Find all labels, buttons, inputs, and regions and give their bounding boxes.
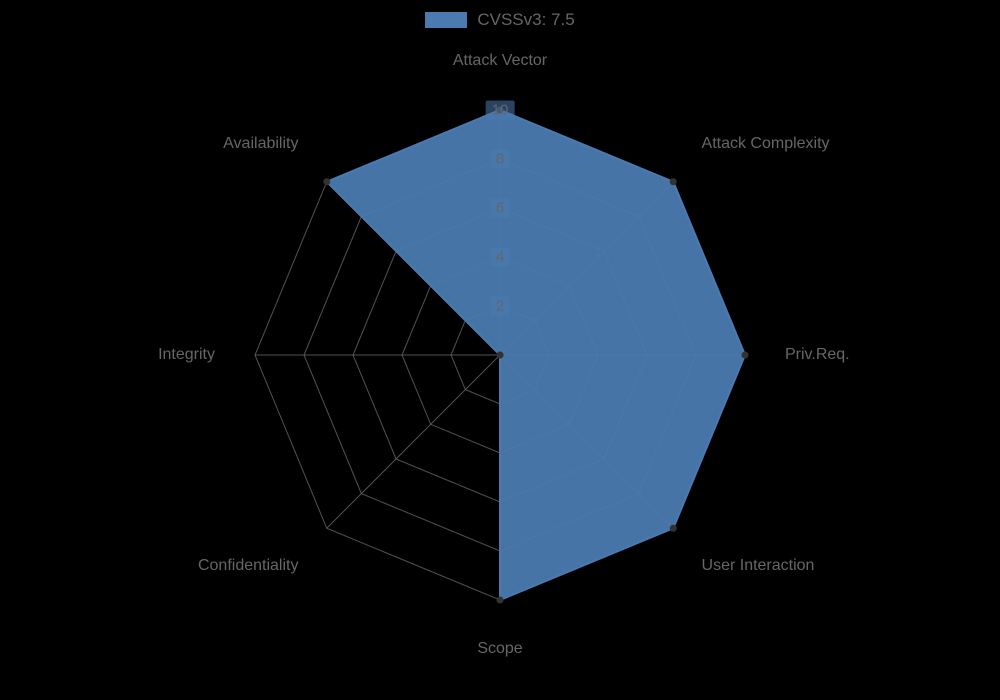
axis-label: Availability <box>223 135 298 153</box>
series-point <box>742 352 749 359</box>
axis-label: Scope <box>477 640 522 658</box>
grid-spoke <box>327 355 500 528</box>
series-point <box>497 352 504 359</box>
axis-label: Confidentiality <box>198 557 299 575</box>
radial-tick-label: 8 <box>490 150 510 169</box>
series-point <box>497 597 504 604</box>
radial-tick-label: 10 <box>486 101 515 120</box>
axis-label: Attack Complexity <box>702 135 830 153</box>
series-point <box>323 178 330 185</box>
axis-label: Attack Vector <box>453 52 547 70</box>
series-point <box>670 525 677 532</box>
radar-chart-container: CVSSv3: 7.5 Attack Vector Attack Complexi… <box>0 0 1000 700</box>
series-point <box>670 178 677 185</box>
axis-label: Priv.Req. <box>785 346 850 364</box>
axis-label: Integrity <box>158 346 215 364</box>
legend-label: CVSSv3: 7.5 <box>477 10 574 30</box>
axis-label: User Interaction <box>702 557 815 575</box>
radial-tick-label: 6 <box>490 199 510 218</box>
legend-swatch <box>425 12 467 28</box>
radial-tick-label: 2 <box>490 297 510 316</box>
chart-legend: CVSSv3: 7.5 <box>0 10 1000 30</box>
radial-tick-label: 4 <box>490 248 510 267</box>
